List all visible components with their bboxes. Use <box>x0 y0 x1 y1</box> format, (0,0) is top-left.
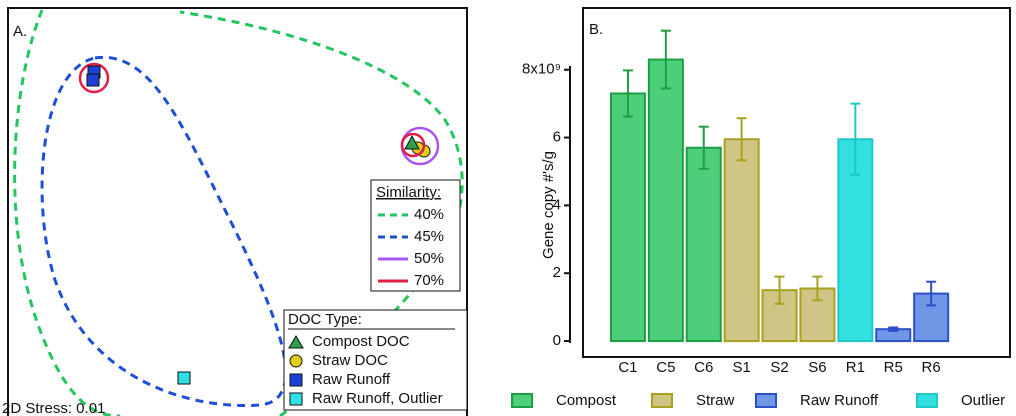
contour-45 <box>40 55 288 408</box>
legend-label: Raw Runoff <box>800 392 879 409</box>
bar <box>723 138 760 343</box>
legend-title: DOC Type: <box>288 311 362 328</box>
legend-label: Compost DOC <box>312 333 410 350</box>
legend-label: Straw <box>696 392 735 409</box>
bar <box>609 92 646 343</box>
compost-point <box>404 134 420 150</box>
legend-label: Compost <box>556 392 617 409</box>
panel-label: A. <box>13 23 27 40</box>
error-bar <box>812 275 823 302</box>
error-bar <box>736 117 747 162</box>
contour-40 <box>13 9 464 416</box>
legend-label: 50% <box>414 250 444 267</box>
legend-label: Raw Runoff, Outlier <box>312 390 443 407</box>
x-tick-label: R5 <box>884 359 903 376</box>
legend-label: 45% <box>414 228 444 245</box>
legend-swatch <box>755 393 777 408</box>
x-tick-label: R6 <box>922 359 941 376</box>
error-bar <box>774 275 785 305</box>
legend-swatch <box>916 393 938 408</box>
legend-box <box>283 309 468 411</box>
x-tick-label: C5 <box>656 359 675 376</box>
x-tick-label: S1 <box>732 359 750 376</box>
stress-label: 2D Stress: 0.01 <box>2 400 105 416</box>
bar <box>685 146 722 343</box>
legend-marker <box>289 373 303 387</box>
panel-a-frame <box>7 7 468 416</box>
x-tick-label: C1 <box>618 359 637 376</box>
legend-label: Outlier <box>961 392 1005 409</box>
legend-label: Straw DOC <box>312 352 388 369</box>
y-tick-label: 0 <box>553 332 561 349</box>
contour-70 <box>78 62 110 94</box>
bar <box>761 289 798 343</box>
x-tick-label: C6 <box>694 359 713 376</box>
legend-swatch <box>511 393 533 408</box>
panel-b-frame <box>582 7 1011 358</box>
y-tick-label: 4 <box>553 196 561 213</box>
doc-legend: DOC Type: Compost DOC Straw DOC Raw Runoff… <box>283 309 468 411</box>
bar <box>799 287 836 343</box>
contour-70 <box>400 132 426 158</box>
legend-box <box>370 179 461 292</box>
legend-marker <box>289 392 303 406</box>
legend-marker <box>288 335 304 349</box>
x-tick-label: R1 <box>846 359 865 376</box>
legend-label: Raw Runoff <box>312 371 391 388</box>
legend-label: 70% <box>414 272 444 289</box>
outlier-point <box>177 371 191 385</box>
legend-title: Similarity: <box>376 184 441 201</box>
y-axis-label: Gene copy #'s/g <box>540 151 557 259</box>
legend-swatch <box>651 393 673 408</box>
x-tick-label: S2 <box>770 359 788 376</box>
error-bar <box>622 69 633 118</box>
legend-marker <box>289 354 303 368</box>
error-bar <box>850 102 861 176</box>
bar <box>647 58 684 343</box>
y-tick-label: 2 <box>553 264 561 281</box>
error-bar <box>888 326 899 332</box>
y-tick-label: 6 <box>553 129 561 146</box>
y-tick-label: 8x10⁹ <box>522 61 561 78</box>
error-bar <box>926 280 937 307</box>
error-bar <box>698 125 709 170</box>
similarity-legend: Similarity: 40% 45% 50% 70% <box>370 179 461 292</box>
legend-label: 40% <box>414 206 444 223</box>
error-bar <box>660 29 671 90</box>
x-tick-label: S6 <box>808 359 826 376</box>
raw-runoff-point <box>86 73 100 87</box>
panel-label: B. <box>589 21 603 38</box>
